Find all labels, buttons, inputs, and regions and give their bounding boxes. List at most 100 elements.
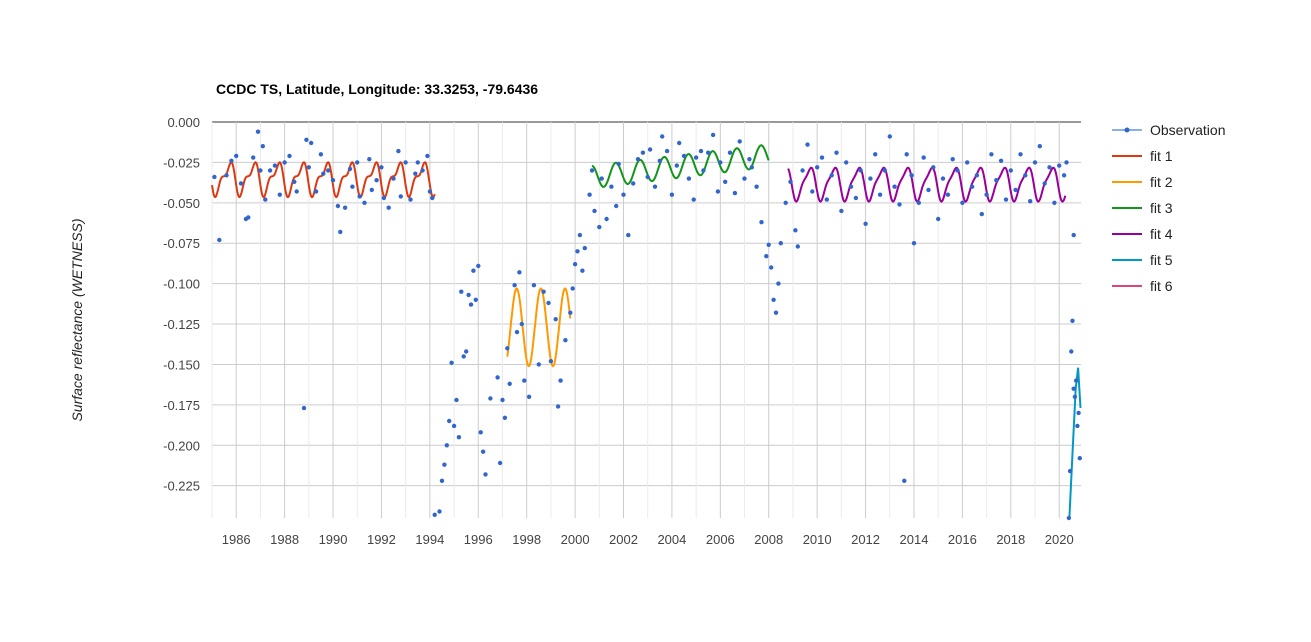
observation-point (984, 192, 989, 197)
fit-line-fit-4 (787, 166, 1067, 203)
observation-point (514, 329, 520, 335)
observation-point (609, 184, 614, 189)
observation-point (916, 200, 921, 205)
observation-point (1061, 173, 1067, 178)
x-tick-label: 2002 (609, 532, 638, 547)
observation-point (246, 215, 251, 220)
observation-point (1003, 197, 1009, 202)
observation-point (355, 160, 360, 165)
observation-point (904, 152, 909, 157)
observation-point (330, 178, 336, 183)
observation-point (408, 197, 413, 202)
observation-point (897, 202, 902, 207)
observation-point (413, 171, 418, 176)
observation-point (507, 381, 512, 386)
x-tick-label: 2014 (900, 532, 929, 547)
observation-point (936, 216, 941, 222)
observation-point (512, 283, 517, 288)
observation-point (229, 158, 234, 163)
observation-point (468, 302, 474, 307)
observation-point (466, 292, 471, 298)
legend-label: fit 4 (1150, 226, 1173, 242)
observation-point (800, 168, 805, 173)
observation-point (476, 263, 481, 269)
legend-label: fit 3 (1150, 200, 1173, 216)
y-tick-label: -0.075 (163, 236, 200, 251)
observation-point (1071, 386, 1076, 391)
y-tick-label: -0.050 (163, 196, 200, 211)
observation-point (502, 415, 508, 420)
y-tick-label: -0.200 (163, 438, 200, 453)
observation-point (754, 184, 759, 189)
y-tick-label: -0.025 (163, 155, 200, 170)
y-axis-ticks: 0.000 -0.025 -0.050 -0.075 -0.100 -0.125 -0.15… (163, 115, 200, 494)
observation-points (212, 129, 1083, 521)
observation-point (810, 189, 815, 194)
observation-point (403, 160, 408, 165)
observation-point (965, 160, 970, 165)
y-tick-label: -0.150 (163, 357, 200, 372)
observation-point (342, 205, 348, 210)
observation-point (749, 165, 754, 170)
observation-point (391, 176, 396, 181)
observation-point (519, 321, 524, 327)
observation-point (260, 144, 265, 149)
x-tick-label: 2008 (754, 532, 783, 547)
observation-point (635, 157, 641, 162)
observation-point (795, 244, 800, 249)
observation-point (1066, 515, 1072, 521)
observation-point (541, 289, 546, 294)
observation-point (309, 140, 314, 146)
observation-point (706, 150, 711, 155)
observation-point (660, 134, 665, 139)
observation-point (251, 155, 256, 160)
observation-point (1028, 199, 1033, 204)
observation-point (483, 472, 488, 477)
observation-point (960, 200, 965, 205)
observation-point (979, 211, 984, 217)
x-tick-label: 1998 (512, 532, 541, 547)
legend-label: fit 2 (1150, 174, 1173, 190)
observation-point (326, 168, 331, 173)
observation-point (292, 179, 297, 184)
observation-point (459, 289, 464, 294)
observation-point (892, 184, 897, 189)
observation-point (277, 192, 282, 197)
observation-point (234, 153, 239, 159)
observation-point (212, 174, 217, 180)
observation-point (776, 281, 781, 286)
x-tick-label: 1992 (367, 532, 396, 547)
observation-point (727, 150, 733, 155)
observation-point (449, 360, 454, 365)
observation-point (693, 155, 699, 160)
observation-point (1057, 163, 1062, 168)
x-tick-label: 1986 (222, 532, 251, 547)
observation-point (522, 378, 527, 383)
observation-point (677, 140, 682, 146)
legend-marker (1124, 127, 1130, 133)
observation-point (616, 161, 621, 167)
observation-point (454, 397, 459, 403)
observation-point (815, 165, 820, 170)
x-tick-label: 2016 (948, 532, 977, 547)
fit-line-fit-3 (591, 144, 770, 188)
legend: Observation fit 1 fit 2 fit 3 fit 4 fit 5 fit … (1112, 122, 1225, 294)
observation-point (950, 157, 955, 162)
observation-point (381, 195, 387, 201)
observation-point (626, 232, 631, 238)
observation-point (764, 254, 769, 259)
observation-point (386, 205, 391, 210)
observation-point (321, 171, 326, 176)
observation-point (877, 192, 883, 197)
y-tick-label: -0.225 (163, 479, 200, 494)
observation-point (902, 478, 907, 483)
observation-point (347, 166, 353, 172)
observation-point (1013, 187, 1018, 193)
observation-point (621, 192, 626, 197)
observation-point (488, 396, 493, 401)
observation-point (955, 168, 960, 173)
observation-point (238, 181, 244, 186)
observation-point (701, 168, 706, 173)
observation-point (773, 310, 779, 315)
